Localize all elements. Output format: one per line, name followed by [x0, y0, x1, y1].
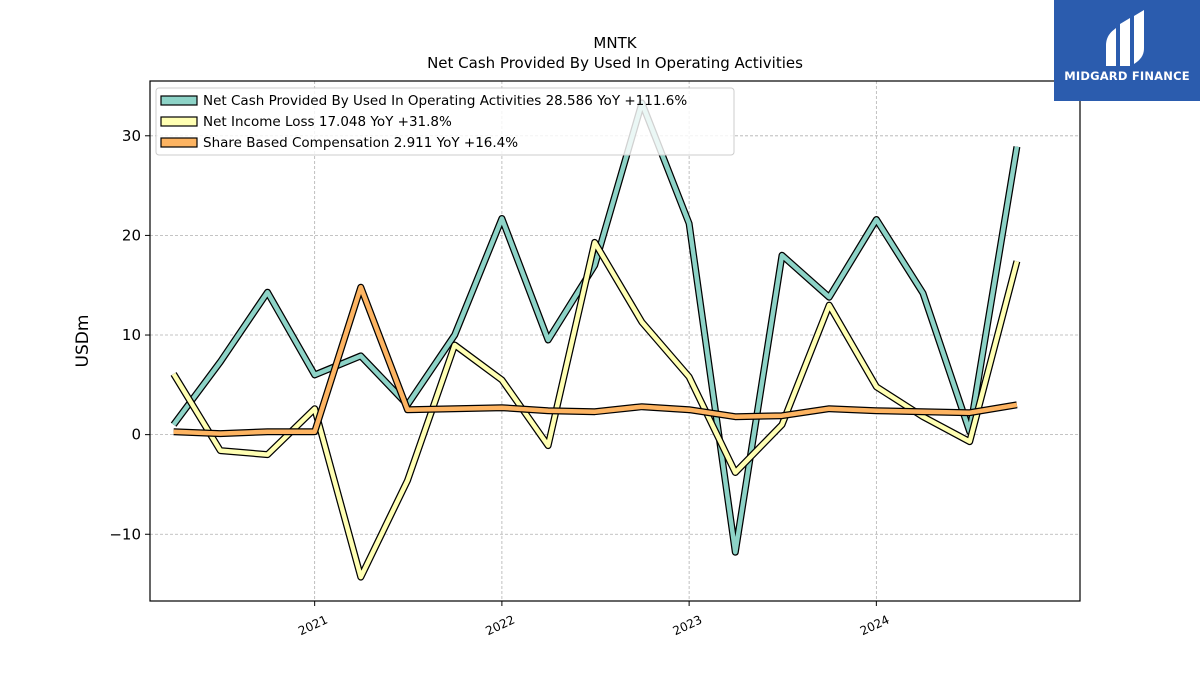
legend: Net Cash Provided By Used In Operating A… [155, 87, 735, 156]
legend-box [155, 87, 735, 156]
chart-title: MNTK [593, 34, 637, 52]
series-lines [170, 99, 1021, 581]
y-axis-label: USDm [73, 315, 93, 368]
y-tick-label: 10 [122, 326, 141, 344]
x-tick-label: 2024 [858, 613, 892, 639]
legend-swatch [160, 137, 198, 148]
chart-subtitle: Net Cash Provided By Used In Operating A… [427, 54, 803, 72]
series-line-2 [171, 240, 1020, 580]
logo-mark-icon [1106, 10, 1144, 66]
x-tick-label: 2021 [296, 613, 330, 639]
legend-entry: Net Cash Provided By Used In Operating A… [203, 93, 687, 109]
series-line-3 [173, 284, 1018, 436]
legend-swatch [160, 116, 198, 127]
x-tick-label: 2023 [671, 613, 705, 639]
y-tick-label: 20 [122, 226, 141, 244]
series-line-outline [170, 99, 1021, 556]
y-tick-label: 30 [122, 127, 141, 145]
x-tick-label: 2022 [483, 613, 517, 639]
brand-logo: MIDGARD FINANCE [1054, 0, 1200, 101]
legend-swatch [160, 95, 198, 106]
logo-text: MIDGARD FINANCE [1064, 69, 1190, 83]
y-tick-label: −10 [109, 525, 141, 543]
legend-entry: Share Based Compensation 2.911 YoY +16.4… [203, 135, 518, 151]
legend-entry: Net Income Loss 17.048 YoY +31.8% [203, 114, 452, 130]
y-tick-label: 0 [131, 426, 141, 444]
plot-frame [149, 80, 1081, 602]
series-line-1 [171, 100, 1020, 555]
